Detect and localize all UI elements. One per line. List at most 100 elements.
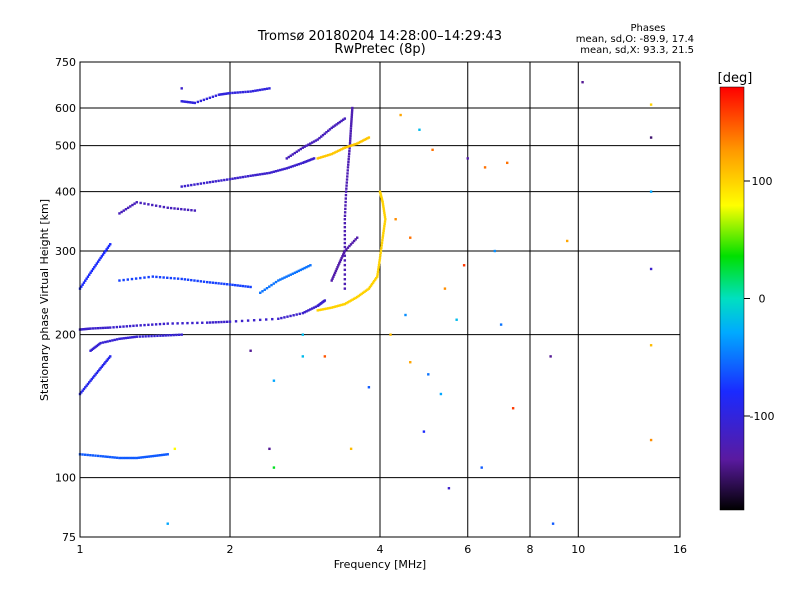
echo-point xyxy=(301,333,305,336)
echo-point xyxy=(158,322,162,326)
echo-point xyxy=(129,336,132,339)
echo-point xyxy=(289,165,292,169)
echo-point xyxy=(89,271,92,274)
echo-point xyxy=(93,266,96,269)
echo-point xyxy=(258,173,262,176)
echo-point xyxy=(214,321,217,324)
echo-point xyxy=(350,109,354,112)
echo-point xyxy=(373,278,377,281)
echo-point xyxy=(217,93,221,96)
echo-point xyxy=(84,386,87,389)
echo-point xyxy=(225,178,229,181)
echo-point xyxy=(346,145,350,148)
echo-point xyxy=(159,334,162,337)
echo-point xyxy=(199,280,203,283)
echo-point xyxy=(220,282,223,285)
echo-point xyxy=(325,307,328,310)
echo-point xyxy=(366,137,369,140)
echo-point xyxy=(427,373,430,376)
echo-point xyxy=(349,124,353,128)
echo-point xyxy=(341,255,344,258)
echo-point xyxy=(191,101,195,104)
echo-point xyxy=(122,325,125,328)
echo-point xyxy=(303,266,306,270)
echo-point xyxy=(325,131,328,134)
echo-point xyxy=(355,142,359,145)
echo-point xyxy=(89,349,92,352)
echo-point xyxy=(336,265,339,269)
echo-point xyxy=(86,275,90,278)
echo-point xyxy=(90,348,94,351)
echo-point xyxy=(349,137,352,140)
echo-point xyxy=(196,182,199,186)
echo-point xyxy=(94,264,97,267)
echo-point xyxy=(99,366,102,370)
echo-point xyxy=(378,256,382,260)
echo-point xyxy=(144,335,147,338)
x-tick-label: 1 xyxy=(77,543,84,556)
echo-point xyxy=(347,163,350,166)
echo-point xyxy=(90,269,94,273)
echo-point xyxy=(133,202,136,205)
echo-point xyxy=(380,198,384,201)
echo-point xyxy=(321,133,325,137)
echo-point xyxy=(193,183,196,186)
x-axis-ticks: 1 2 4 6 8 10 16 xyxy=(77,543,688,556)
echo-point xyxy=(101,253,105,256)
echo-point xyxy=(377,263,381,267)
x-tick-label: 2 xyxy=(227,543,234,556)
echo-point xyxy=(176,207,180,211)
echo-point xyxy=(201,321,204,324)
echo-point xyxy=(447,487,451,490)
echo-point xyxy=(143,276,146,279)
echo-point xyxy=(299,268,302,272)
echo-point xyxy=(330,306,333,309)
echo-point xyxy=(341,303,345,306)
echo-point xyxy=(333,273,336,277)
echo-point xyxy=(308,158,312,162)
echo-point xyxy=(239,91,242,94)
echo-point xyxy=(265,287,269,290)
echo-point xyxy=(99,454,102,458)
echo-point xyxy=(228,177,232,181)
echo-point xyxy=(348,149,351,153)
echo-point xyxy=(305,265,308,269)
echo-point xyxy=(175,333,178,337)
echo-point xyxy=(347,152,351,155)
echo-point xyxy=(85,327,88,331)
echo-point xyxy=(316,157,319,160)
echo-point xyxy=(328,306,332,310)
echo-point xyxy=(335,150,338,153)
echo-point xyxy=(193,279,196,282)
echo-point xyxy=(272,170,275,173)
echo-point xyxy=(169,276,173,280)
echo-point xyxy=(332,275,335,278)
echo-point xyxy=(358,293,362,297)
echo-point xyxy=(89,327,92,330)
echo-point xyxy=(340,148,343,151)
echo-point xyxy=(649,344,653,347)
echo-point xyxy=(183,208,186,211)
echo-point xyxy=(220,93,223,96)
echo-point xyxy=(176,322,179,325)
echo-point xyxy=(333,151,337,154)
colorbar-ticks: -100 0 100 xyxy=(744,175,774,423)
echo-point xyxy=(332,305,335,309)
echo-point xyxy=(301,267,304,271)
echo-point xyxy=(112,326,115,329)
echo-point xyxy=(190,183,193,187)
echo-point xyxy=(155,275,158,279)
echo-point xyxy=(99,326,102,330)
echo-point xyxy=(246,319,250,322)
echo-point xyxy=(268,171,271,175)
echo-point xyxy=(256,89,259,92)
echo-point xyxy=(236,284,239,287)
echo-point xyxy=(327,307,330,310)
echo-point xyxy=(381,234,385,237)
echo-point xyxy=(217,179,220,183)
echo-point xyxy=(153,454,156,458)
y-tick-label: 100 xyxy=(55,472,76,485)
echo-point xyxy=(332,125,335,128)
echo-point xyxy=(376,275,379,278)
